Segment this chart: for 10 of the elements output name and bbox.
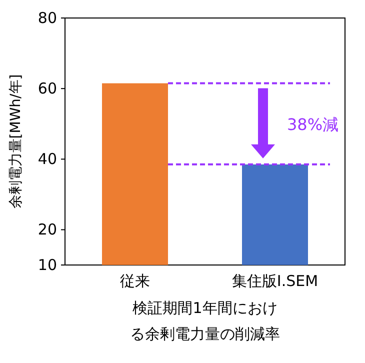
x-tick-label: 集住版I.SEM bbox=[232, 272, 318, 290]
y-tick-label: 80 bbox=[38, 9, 57, 27]
y-tick-label: 10 bbox=[38, 256, 57, 274]
y-tick-label: 60 bbox=[38, 80, 57, 98]
text: 検証期間1年間における余剰電力量の削減率 bbox=[130, 299, 280, 343]
y-tick-label: 20 bbox=[38, 220, 57, 239]
y-tick-label: 40 bbox=[38, 150, 57, 168]
annotation: 38%減 bbox=[287, 114, 339, 134]
y-axis-title: 余剰電力量[MWh/年] bbox=[8, 74, 24, 209]
x-tick-label: 従来 bbox=[120, 272, 150, 290]
